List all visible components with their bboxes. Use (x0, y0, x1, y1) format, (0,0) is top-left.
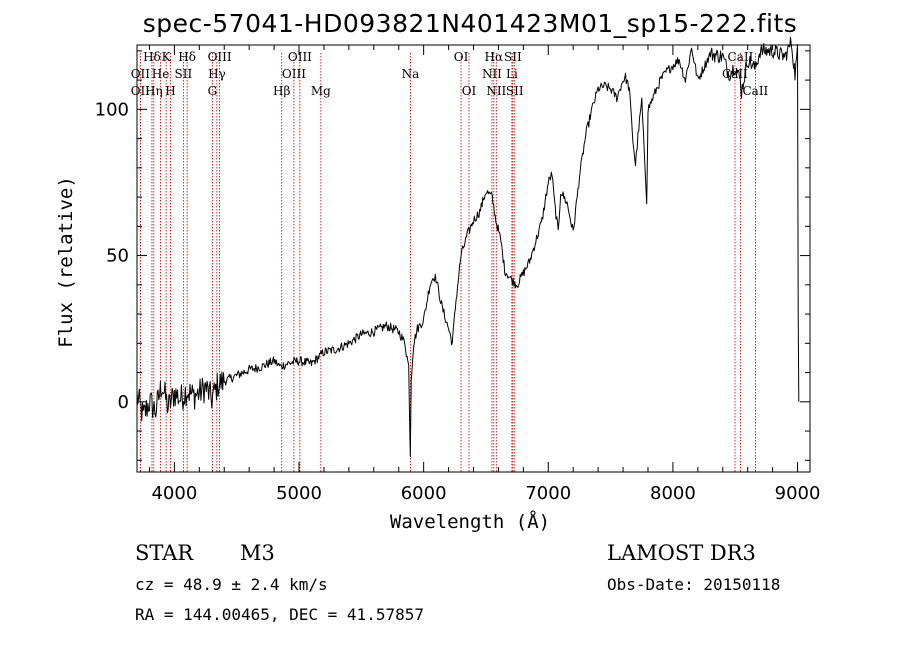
spectral-line-label: Hα (485, 50, 504, 64)
spectral-line-label: NII (486, 84, 506, 98)
x-tick-label: 4000 (151, 483, 197, 504)
spectral-line-label: G (208, 84, 218, 98)
spectral-line-label: Hβ (273, 84, 290, 98)
object-class: STAR (135, 541, 194, 565)
y-axis-ticks: 0 50 100 (95, 50, 810, 461)
spectral-line-label: K (162, 50, 172, 64)
spectral-line-label: OI (454, 50, 469, 64)
spectral-line-label: OI (462, 84, 477, 98)
x-tick-label: 6000 (401, 483, 447, 504)
spectral-line-markers (139, 53, 756, 472)
x-axis-label: Wavelength (Å) (390, 510, 550, 533)
x-tick-label: 5000 (276, 483, 322, 504)
spectral-line-label: Hγ (208, 67, 226, 81)
y-tick-label: 100 (95, 99, 129, 120)
spectrum-series (136, 36, 800, 457)
spectral-line-label: OIII (282, 67, 306, 81)
spectral-line-label: Hη (145, 84, 163, 98)
x-tick-label: 7000 (525, 483, 571, 504)
obs-date: Obs-Date: 20150118 (607, 575, 780, 594)
spectral-line-label: SII (504, 50, 522, 64)
spectral-line-label: He (152, 67, 170, 81)
spectral-line-label: OIII (288, 50, 312, 64)
spectral-line-label: OII (131, 84, 151, 98)
spectral-line-label: CaII (722, 67, 748, 81)
object-subclass: M3 (240, 541, 275, 565)
x-tick-label: 9000 (775, 483, 821, 504)
spectral-line-label: Na (402, 67, 420, 81)
spectral-line-label: Mg (311, 84, 331, 98)
spectral-line-label: Hδ (143, 50, 161, 64)
spectral-line-label: Hδ (178, 50, 196, 64)
spectral-line-label: SII (506, 84, 524, 98)
spectral-line-label: CaII (742, 84, 768, 98)
y-tick-label: 0 (118, 392, 129, 413)
y-axis-label: Flux (relative) (55, 176, 77, 348)
spectrum-line (136, 36, 800, 457)
spectral-line-label: OIII (208, 50, 232, 64)
plot-frame (136, 44, 811, 473)
survey-name: LAMOST DR3 (607, 541, 756, 565)
spectral-line-label: NII (482, 67, 502, 81)
redshift-readout: cz = 48.9 ± 2.4 km/s (135, 575, 328, 594)
spectral-line-label: OII (131, 67, 151, 81)
chart-title: spec-57041-HD093821N401423M01_sp15-222.f… (143, 9, 798, 38)
spectral-line-label: H (165, 84, 175, 98)
spectral-line-label: Li (506, 67, 518, 81)
x-tick-label: 8000 (650, 483, 696, 504)
spectral-line-label: SII (175, 67, 193, 81)
x-axis-ticks: 4000 5000 6000 7000 8000 9000 (148, 45, 821, 504)
coordinates-readout: RA = 144.00465, DEC = 41.57857 (135, 605, 424, 624)
spectral-line-label: CaII (728, 50, 754, 64)
y-tick-label: 50 (106, 246, 129, 267)
